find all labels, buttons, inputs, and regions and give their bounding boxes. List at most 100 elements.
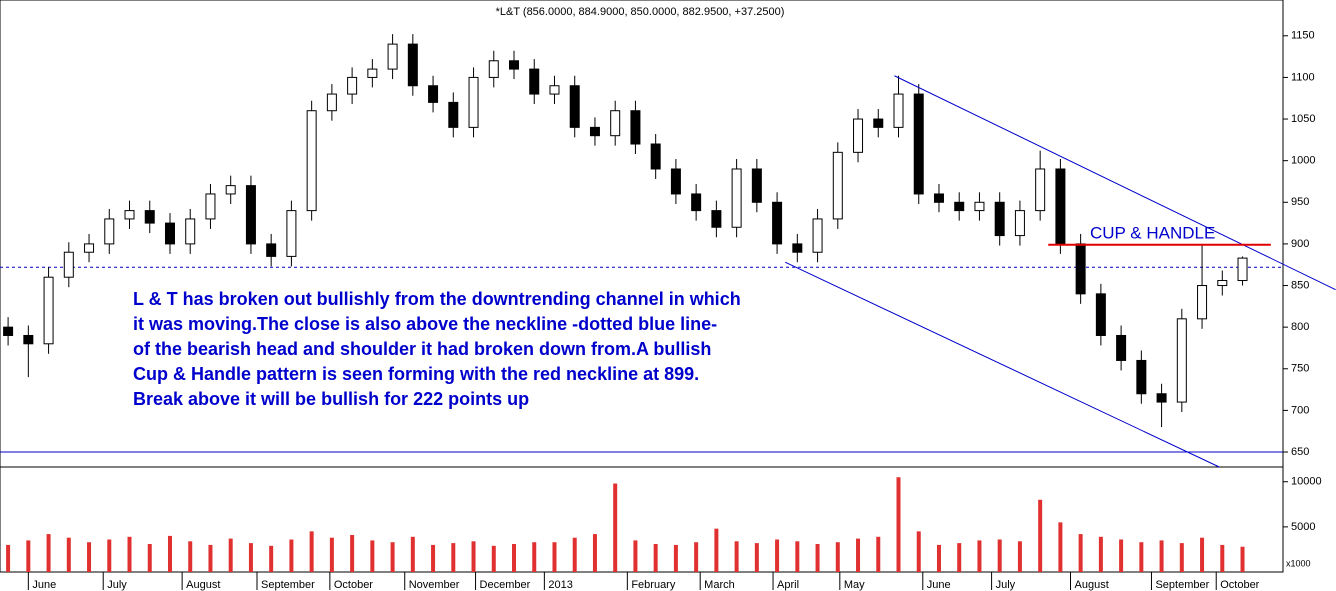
volume-bar (916, 531, 921, 572)
volume-bar (512, 544, 517, 572)
volume-bar (876, 536, 881, 572)
volume-bar (431, 544, 436, 572)
volume-bar (856, 538, 861, 572)
volume-tick-label: 5000 (1291, 521, 1315, 533)
plot-frame (0, 0, 1284, 573)
volume-bar (1159, 540, 1164, 572)
candle-body (367, 68, 378, 78)
candle-body (43, 276, 54, 345)
y-tick-label: 1100 (1291, 71, 1315, 83)
candle-body (509, 60, 520, 70)
volume-bar (107, 539, 112, 572)
candle-body (1217, 280, 1228, 287)
candle-body (711, 210, 722, 228)
candle-body (832, 151, 843, 220)
x-tick-label: September (261, 579, 315, 591)
volume-bar (775, 539, 780, 572)
volume-unit: x1000 (1286, 558, 1311, 568)
x-tick-label: April (777, 579, 799, 591)
trendline (894, 75, 1336, 291)
candle-body (407, 43, 418, 87)
candle-body (488, 60, 499, 78)
x-tick-label: September (1155, 579, 1209, 591)
volume-bar (1240, 546, 1245, 572)
candle-body (286, 210, 297, 257)
volume-bar (957, 543, 962, 572)
x-tick-label: June (32, 579, 56, 591)
candle-body (670, 168, 681, 195)
x-tick-label: February (631, 579, 676, 591)
y-tick-label: 900 (1291, 238, 1309, 250)
x-tick-label: August (1075, 579, 1109, 591)
candle-body (326, 93, 337, 112)
candle-body (792, 243, 803, 253)
candle-body (549, 85, 560, 95)
candle-body (468, 76, 479, 128)
volume-bar (188, 541, 193, 572)
y-tick-label: 1050 (1291, 113, 1315, 125)
candle-body (144, 210, 155, 224)
candle-body (933, 193, 944, 203)
volume-bar (390, 542, 395, 572)
volume-bar (1058, 522, 1063, 572)
volume-bar (977, 540, 982, 572)
candle-body (387, 43, 398, 70)
candle-body (731, 168, 742, 228)
candle-body (1136, 359, 1147, 395)
volume-bar (350, 534, 355, 572)
volume-bar (694, 542, 699, 572)
volume-bar (754, 543, 759, 572)
annotation-line: Cup & Handle pattern is seen forming wit… (133, 364, 699, 384)
candle-body (245, 185, 256, 245)
x-tick-label: November (409, 579, 460, 591)
candle-body (589, 126, 600, 137)
candle-body (266, 243, 277, 257)
candle-body (812, 218, 823, 253)
annotation-line: L & T has broken out bullishly from the … (133, 289, 741, 309)
annotation-line: of the bearish head and shoulder it had … (133, 339, 711, 359)
candle-body (1055, 168, 1066, 245)
candle-body (853, 118, 864, 153)
x-tick-label: June (927, 579, 951, 591)
volume-bar (795, 541, 800, 572)
candle-body (994, 201, 1005, 237)
candle-body (913, 93, 924, 195)
candle-body (529, 68, 540, 95)
volume-bar (309, 531, 314, 572)
candle-body (1156, 393, 1167, 403)
volume-bar (329, 537, 334, 572)
volume-bar (1139, 542, 1144, 572)
annotation-line: it was moving.The close is also above th… (133, 314, 717, 334)
volume-bar (1017, 541, 1022, 572)
volume-bar (26, 540, 31, 572)
candle-body (893, 93, 904, 128)
volume-bar (471, 541, 476, 572)
candle-body (164, 222, 175, 245)
volume-bar (653, 544, 658, 572)
volume-bar (714, 528, 719, 572)
candle-body (751, 168, 762, 203)
candle-body (1075, 243, 1086, 295)
volume-bar (997, 539, 1002, 572)
candle-body (569, 85, 580, 128)
x-tick-label: July (996, 579, 1016, 591)
volume-bar (87, 542, 92, 572)
volume-bar (451, 543, 456, 572)
volume-bar (592, 534, 597, 572)
x-tick-label: December (480, 579, 531, 591)
candle-body (23, 334, 34, 345)
candle-body (1197, 285, 1208, 320)
pattern-label: CUP & HANDLE (1090, 223, 1215, 242)
volume-bar (6, 544, 11, 572)
y-tick-label: 750 (1291, 363, 1309, 375)
volume-bar (936, 544, 941, 572)
x-tick-label: October (334, 579, 373, 591)
y-tick-label: 700 (1291, 404, 1309, 416)
candle-body (772, 201, 783, 245)
candle-body (63, 251, 74, 278)
x-tick-label: May (844, 579, 865, 591)
volume-bar (1119, 539, 1124, 572)
candle-body (1116, 334, 1127, 361)
y-tick-label: 850 (1291, 279, 1309, 291)
volume-bar (552, 542, 557, 572)
